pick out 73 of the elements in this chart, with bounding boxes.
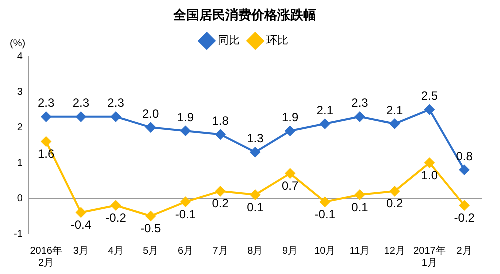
x-tick-label: 4月 [108,246,124,257]
data-label: 0.1 [352,200,369,214]
point [285,126,296,136]
data-label: 2.1 [316,103,334,118]
x-tick-label: 11月 [350,246,370,257]
data-label: 2.3 [38,96,55,110]
point [355,190,366,200]
data-label: 0.2 [212,196,230,211]
point [146,211,156,222]
x-tick-label: 8月 [248,246,264,257]
point [76,112,86,122]
point [320,197,330,208]
x-tick-label: 10月 [314,246,336,257]
x-tick-label: 3月 [73,246,89,257]
data-label: 1.9 [177,110,194,124]
x-tick-label: 12月 [384,246,406,257]
point [355,112,366,122]
point [216,186,226,196]
data-label: -0.5 [140,222,162,236]
data-label: -0.4 [70,218,92,232]
x-tick-label: 2016年 2月 [30,244,62,269]
data-label: 0.2 [386,196,404,211]
data-label: 2.3 [108,96,125,110]
point [320,119,330,130]
x-tick-label: 7月 [212,246,228,257]
y-tick-label: 1 [17,158,24,169]
x-tick-label: 5月 [143,246,159,257]
data-label: 2.1 [386,103,404,118]
y-tick-label: 3 [17,86,24,98]
point [216,130,226,140]
point [76,208,86,218]
point [285,168,296,179]
y-tick-label: 4 [17,51,24,62]
data-label: -0.1 [314,207,336,222]
data-label: 0.7 [282,178,299,193]
chart-title: 全国居民消费价格涨跌幅 [172,7,316,22]
point [460,200,470,211]
point [111,112,122,122]
point [146,122,156,133]
data-label: -0.1 [175,207,196,222]
point [390,186,400,196]
x-tick-label: 2017年 1月 [414,244,446,269]
y-tick-label: 2 [17,122,24,134]
data-label: 2.3 [352,96,369,110]
point [424,158,435,168]
point [41,112,52,122]
y-tick-label: 0 [17,193,24,204]
data-label: 2.0 [142,106,160,121]
x-tick-label: 9月 [282,246,298,257]
data-label: 2.5 [421,89,438,104]
data-label: 0.1 [247,200,264,214]
data-label: 1.3 [247,132,264,146]
point [390,119,400,130]
legend-label: 环比 [266,34,288,48]
x-tick-label: 6月 [178,246,194,257]
point [250,147,260,158]
data-label: 1.8 [212,114,230,128]
point [460,165,470,176]
point [41,136,52,147]
point [250,190,260,200]
data-label: -0.2 [454,210,476,225]
y-axis-title: (%) [10,38,26,50]
point [111,200,122,211]
data-label: 1.0 [421,168,438,182]
point [180,126,191,136]
x-tick-label: 2月 [456,246,472,257]
point [180,197,191,208]
y-tick-label: -1 [14,228,24,240]
data-label: -0.2 [106,210,127,225]
data-label: 2.3 [72,96,90,110]
legend-label: 同比 [218,34,240,48]
data-label: 1.9 [282,110,299,124]
point [424,104,435,115]
